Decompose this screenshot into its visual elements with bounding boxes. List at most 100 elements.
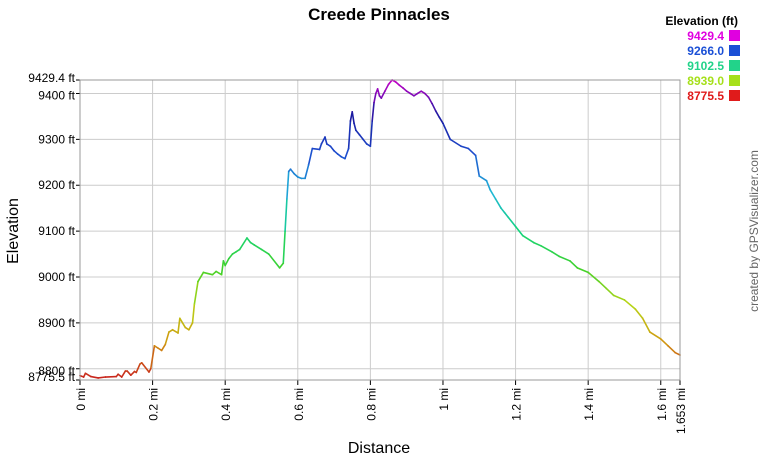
y-tick-label: 9200 ft — [38, 178, 75, 192]
elevation-data-point — [312, 148, 314, 150]
elevation-data-point — [635, 308, 637, 310]
elevation-data-point — [495, 198, 497, 200]
elevation-data-point — [228, 258, 230, 260]
elevation-data-point — [164, 344, 166, 346]
elevation-data-point — [85, 373, 87, 375]
elevation-data-point — [121, 376, 123, 378]
elevation-data-point — [268, 253, 270, 255]
elevation-data-point — [197, 281, 199, 283]
legend-swatch — [729, 60, 740, 71]
elevation-data-point — [250, 242, 252, 244]
elevation-data-point — [212, 274, 214, 276]
elevation-data-point — [377, 88, 379, 90]
elevation-data-point — [475, 155, 477, 157]
elevation-data-point — [148, 371, 150, 373]
elevation-data-point — [224, 265, 226, 267]
legend-title: Elevation (ft) — [665, 14, 738, 28]
elevation-data-point — [279, 267, 281, 269]
elevation-data-point — [348, 148, 350, 150]
elevation-data-point — [439, 117, 441, 119]
x-tick-label: 1.2 mi — [510, 388, 524, 421]
elevation-data-point — [406, 90, 408, 92]
elevation-data-point — [125, 370, 127, 372]
x-tick-label: 0.4 mi — [219, 388, 233, 421]
elevation-data-point — [246, 237, 248, 239]
grid-layer — [80, 80, 680, 380]
elevation-data-point — [203, 272, 205, 274]
elevation-data-point — [321, 143, 323, 145]
x-tick-label: 0 mi — [74, 388, 88, 411]
elevation-data-point — [449, 139, 451, 141]
elevation-data-point — [428, 96, 430, 98]
elevation-data-point — [478, 175, 480, 177]
elevation-data-point — [344, 158, 346, 160]
elevation-data-point — [424, 93, 426, 95]
elevation-data-point — [380, 97, 382, 99]
x-tick-label: 0.6 mi — [292, 388, 306, 421]
elevation-data-point — [288, 171, 290, 173]
elevation-data-point — [370, 145, 372, 147]
elevation-data-point — [649, 331, 651, 333]
y-tick-label: 8800 ft — [38, 364, 75, 378]
legend-swatch — [729, 45, 740, 56]
elevation-data-point — [551, 251, 553, 253]
elevation-data-point — [606, 288, 608, 290]
elevation-data-point — [624, 299, 626, 301]
elevation-data-point — [179, 317, 181, 319]
elevation-data-point — [172, 329, 174, 331]
legend-swatch — [729, 30, 740, 41]
elevation-data-point — [598, 281, 600, 283]
legend-item-label: 9266.0 — [687, 44, 724, 58]
elevation-data-point — [141, 362, 143, 364]
elevation-data-point — [413, 95, 415, 97]
elevation-data-point — [297, 176, 299, 178]
elevation-data-point — [261, 249, 263, 251]
elevation-data-point — [184, 327, 186, 329]
elevation-data-point — [301, 178, 303, 180]
elevation-data-point — [215, 271, 217, 273]
elevation-data-point — [134, 371, 136, 373]
y-tick-label: 9000 ft — [38, 270, 75, 284]
elevation-data-point — [337, 153, 339, 155]
elevation-data-point — [500, 207, 502, 209]
elevation-data-point — [324, 136, 326, 138]
elevation-data-point — [83, 376, 85, 378]
elevation-data-point — [293, 173, 295, 175]
elevation-data-point — [115, 376, 117, 378]
elevation-data-point — [515, 226, 517, 228]
elevation-data-point — [161, 350, 163, 352]
chart-title: Creede Pinnacles — [308, 5, 450, 24]
elevation-data-point — [558, 256, 560, 258]
elevation-data-point — [351, 111, 353, 113]
elevation-data-point — [569, 260, 571, 262]
elevation-data-point — [290, 168, 292, 170]
elevation-line-segment — [312, 149, 319, 150]
legend-item-label: 9102.5 — [687, 59, 724, 73]
x-tick-label: 0.2 mi — [147, 388, 161, 421]
elevation-data-point — [399, 84, 401, 86]
y-axis-label: Elevation — [5, 198, 22, 264]
legend-item-label: 8939.0 — [687, 74, 724, 88]
elevation-data-point — [350, 120, 352, 122]
elevation-data-point — [192, 322, 194, 324]
elevation-data-point — [139, 363, 141, 365]
elevation-data-point — [333, 150, 335, 152]
legend-swatch — [729, 75, 740, 86]
elevation-data-point — [431, 103, 433, 105]
elevation-data-point — [660, 338, 662, 340]
elevation-data-point — [319, 149, 321, 151]
elevation-data-point — [341, 156, 343, 158]
elevation-data-point — [667, 345, 669, 347]
elevation-data-point — [188, 329, 190, 331]
elevation-data-point — [642, 317, 644, 319]
elevation-data-point — [194, 304, 196, 306]
elevation-data-point — [402, 87, 404, 89]
x-tick-label: 0.8 mi — [364, 388, 378, 421]
elevation-data-point — [221, 274, 223, 276]
y-tick-label: 9400 ft — [38, 88, 75, 102]
x-tick-label: 1 mi — [437, 388, 451, 411]
elevation-data-point — [308, 164, 310, 166]
elevation-data-point — [384, 90, 386, 92]
